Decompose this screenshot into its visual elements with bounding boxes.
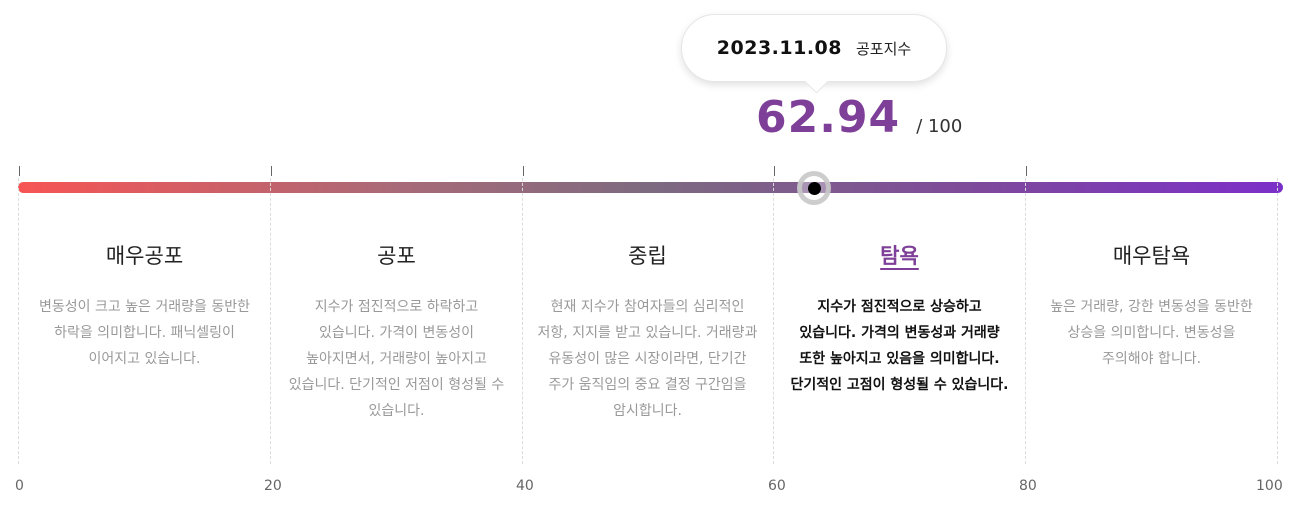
segment-title: 매우공포: [105, 244, 184, 268]
segment-divider: [18, 178, 19, 464]
score-max: / 100: [916, 116, 963, 137]
segment-divider: [1025, 178, 1026, 464]
segment-description: 현재 지수가 참여자들의 심리적인 저항, 지지를 받고 있습니다. 거래량과 …: [537, 299, 758, 419]
segment-neutral: 중립 현재 지수가 참여자들의 심리적인 저항, 지지를 받고 있습니다. 거래…: [522, 236, 773, 424]
gauge-marker[interactable]: [797, 171, 832, 205]
axis-label-60: 60: [768, 478, 786, 494]
tooltip-label: 공포지수: [856, 39, 912, 58]
tick-0: [19, 166, 20, 176]
segment-greed: 탐욕 지수가 점진적으로 상승하고 있습니다. 가격의 변동성과 거래량 또한 …: [774, 236, 1025, 398]
segment-title: 공포: [377, 244, 416, 268]
score-display: 62.94 / 100: [756, 92, 962, 152]
axis-label-80: 80: [1019, 478, 1037, 494]
tick-40: [523, 166, 524, 176]
segment-description: 변동성이 크고 높은 거래량을 동반한 하락을 의미합니다. 패닉셀링이 이어지…: [39, 299, 250, 367]
date-tooltip: 2023.11.08 공포지수: [681, 14, 947, 82]
segment-title: 매우탐욕: [1112, 244, 1191, 268]
axis-label-100: 100: [1256, 478, 1283, 494]
tick-60: [774, 166, 775, 176]
gauge-bar: [18, 182, 1283, 193]
segment-description: 지수가 점진적으로 상승하고 있습니다. 가격의 변동성과 거래량 또한 높아지…: [790, 299, 1009, 393]
axis-label-40: 40: [516, 478, 534, 494]
segment-title: 중립: [628, 244, 667, 268]
segment-fear: 공포 지수가 점진적으로 하락하고 있습니다. 가격이 변동성이 높아지면서, …: [271, 236, 522, 424]
segment-description: 지수가 점진적으로 하락하고 있습니다. 가격이 변동성이 높아지면서, 거래량…: [288, 299, 505, 419]
axis-label-20: 20: [264, 478, 282, 494]
segment-extreme-greed: 매우탐욕 높은 거래량, 강한 변동성을 동반한 상승을 의미합니다. 변동성을…: [1026, 236, 1277, 372]
segment-divider: [270, 178, 271, 464]
marker-dot: [807, 181, 821, 195]
segment-extreme-fear: 매우공포 변동성이 크고 높은 거래량을 동반한 하락을 의미합니다. 패닉셀링…: [19, 236, 270, 372]
segment-divider: [773, 178, 774, 464]
tick-80: [1026, 166, 1027, 176]
tick-20: [271, 166, 272, 176]
tooltip-date: 2023.11.08: [716, 37, 842, 59]
score-value: 62.94: [756, 92, 901, 143]
axis-label-0: 0: [15, 478, 24, 494]
segment-divider: [1277, 178, 1278, 464]
segment-title-active[interactable]: 탐욕: [880, 244, 919, 268]
segment-description: 높은 거래량, 강한 변동성을 동반한 상승을 의미합니다. 변동성을 주의해야…: [1050, 299, 1253, 367]
segment-divider: [522, 178, 523, 464]
